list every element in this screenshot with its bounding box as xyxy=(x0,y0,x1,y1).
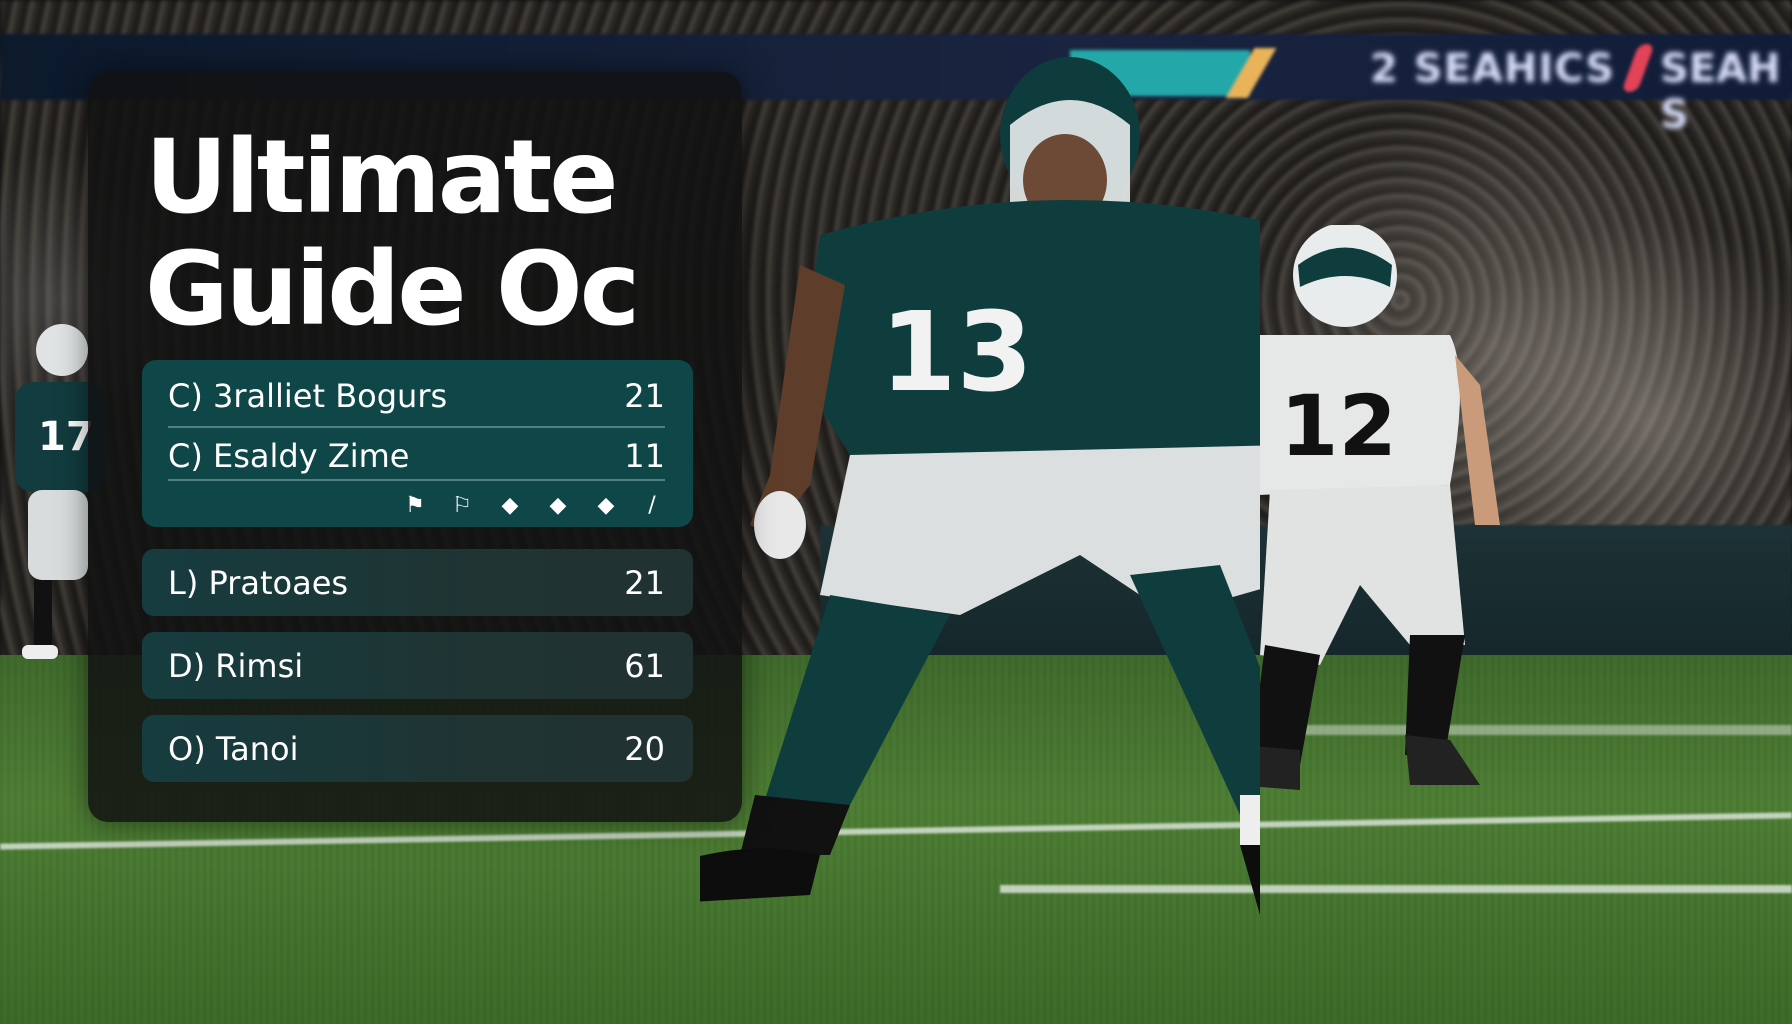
divider xyxy=(168,426,665,428)
scoreboard: 2 SEAHICS SEAH S xyxy=(0,34,1792,138)
highlight-card[interactable]: C) 3ralliet Bogurs 21 C) Esaldy Zime 11 … xyxy=(142,360,693,527)
item-label: C) 3ralliet Bogurs xyxy=(168,377,448,415)
item-value: 11 xyxy=(624,437,665,475)
item-value: 21 xyxy=(624,564,665,602)
jersey-number: 17 xyxy=(38,414,94,460)
list-item[interactable]: C) 3ralliet Bogurs 21 xyxy=(168,377,665,415)
rating-icons: ⚑ ⚐ ◆ ◆ ◆ / xyxy=(142,493,693,523)
title-line-2: Guide Oc xyxy=(145,230,640,349)
flag-icon: ⚑ xyxy=(405,493,425,518)
item-label: L) Pratoaes xyxy=(168,564,349,602)
item-value: 20 xyxy=(624,730,665,768)
diamond-icon: ◆ xyxy=(501,493,519,518)
item-label: D) Rimsi xyxy=(168,647,304,685)
jersey-number: 13 xyxy=(880,288,1033,416)
scoreboard-text: 2 SEAHICS xyxy=(1370,46,1616,92)
player-left: 17 xyxy=(15,324,105,659)
slash-icon: / xyxy=(648,493,656,518)
divider xyxy=(168,479,665,481)
flag-icon: ⚐ xyxy=(452,493,472,518)
item-label: O) Tanoi xyxy=(168,730,299,768)
jersey-number: 12 xyxy=(1280,377,1397,475)
list-card[interactable]: L) Pratoaes 21 xyxy=(142,549,693,616)
page-title: Ultimate Guide Oc xyxy=(145,118,640,349)
scoreboard-text-2: SEAH S xyxy=(1660,46,1781,138)
list-card[interactable]: O) Tanoi 20 xyxy=(142,715,693,782)
item-value: 21 xyxy=(624,377,665,415)
list-item[interactable]: C) Esaldy Zime 11 xyxy=(168,437,665,475)
list-card[interactable]: D) Rimsi 61 xyxy=(142,632,693,699)
item-label: C) Esaldy Zime xyxy=(168,437,410,475)
diamond-icon: ◆ xyxy=(597,493,615,518)
title-line-1: Ultimate xyxy=(145,118,619,237)
player-foreground: 13 xyxy=(700,57,1260,915)
diamond-icon: ◆ xyxy=(549,493,567,518)
item-value: 61 xyxy=(624,647,665,685)
